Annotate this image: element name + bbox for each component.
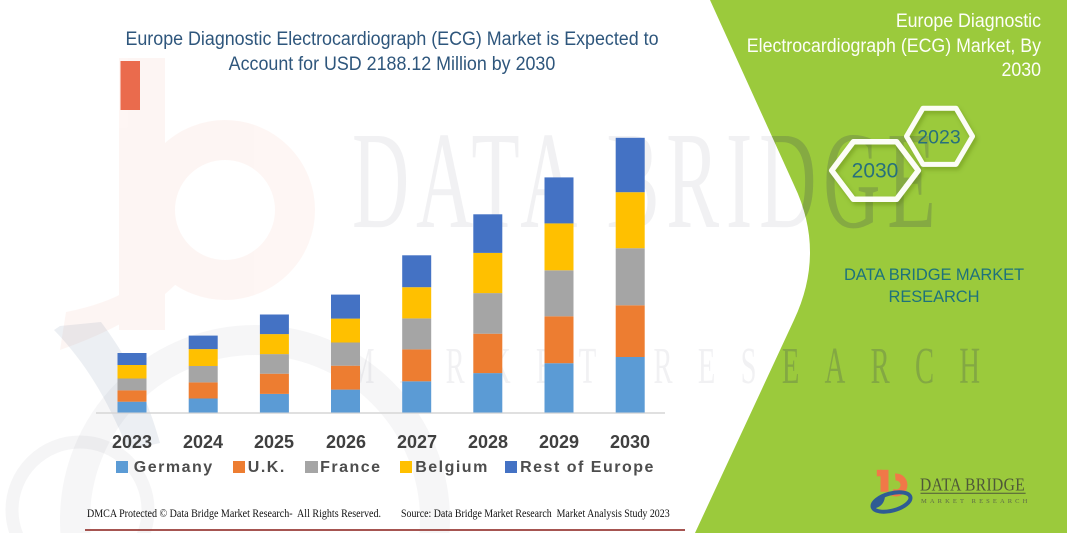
svg-text:2030: 2030 — [852, 160, 899, 183]
svg-text:DATA BRIDGE: DATA BRIDGE — [920, 474, 1025, 494]
svg-text:MARKET RESEARCH: MARKET RESEARCH — [921, 498, 1030, 505]
svg-text:2023: 2023 — [917, 127, 960, 149]
